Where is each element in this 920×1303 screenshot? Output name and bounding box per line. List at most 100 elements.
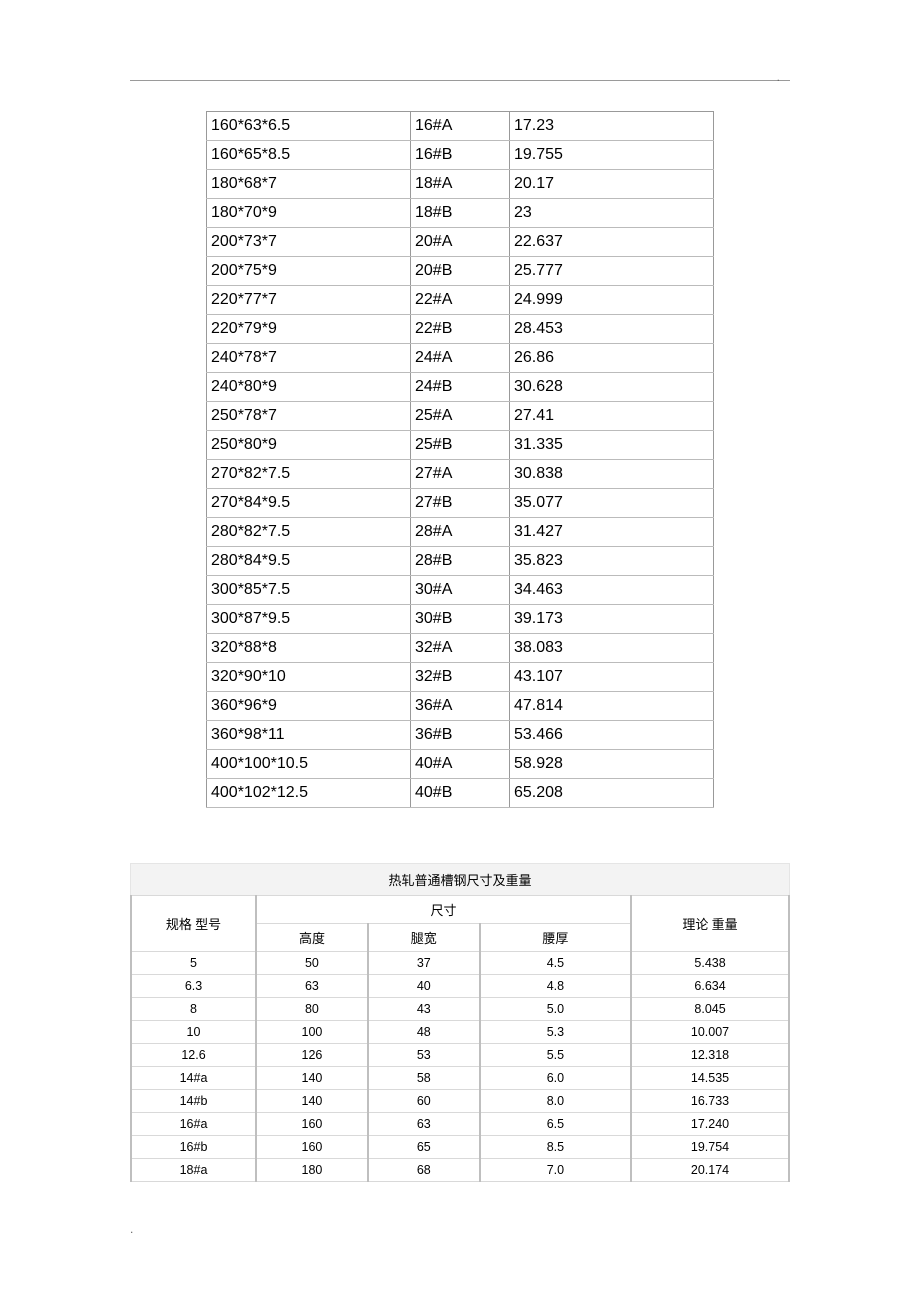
table-cell: 17.23 (510, 112, 714, 141)
table-cell: 320*90*10 (207, 663, 411, 692)
table-row: 550374.55.438 (131, 952, 789, 975)
table-cell: 400*102*12.5 (207, 779, 411, 808)
table-cell: 5.0 (480, 998, 631, 1021)
table2-body: 550374.55.4386.363404.86.634880435.08.04… (131, 952, 789, 1182)
table-row: 200*73*720#A22.637 (207, 228, 714, 257)
table-row: 270*82*7.527#A30.838 (207, 460, 714, 489)
table-cell: 100 (256, 1021, 368, 1044)
table-cell: 30.628 (510, 373, 714, 402)
table-cell: 23 (510, 199, 714, 228)
table-row: 10100485.310.007 (131, 1021, 789, 1044)
table-cell: 180*68*7 (207, 170, 411, 199)
table-cell: 16#B (411, 141, 510, 170)
table-cell: 31.335 (510, 431, 714, 460)
table-cell: 26.86 (510, 344, 714, 373)
table-cell: 160*65*8.5 (207, 141, 411, 170)
channel-table-detailed-wrap: 热轧普通槽钢尺寸及重量 规格 型号 尺寸 理论 重量 高度 腿宽 腰厚 5503… (130, 863, 790, 1182)
table-cell: 43.107 (510, 663, 714, 692)
table-cell: 160*63*6.5 (207, 112, 411, 141)
table-cell: 400*100*10.5 (207, 750, 411, 779)
table-cell: 40#A (411, 750, 510, 779)
table-row: 400*102*12.540#B65.208 (207, 779, 714, 808)
table-cell: 40 (368, 975, 480, 998)
table-row: 270*84*9.527#B35.077 (207, 489, 714, 518)
channel-table-detailed: 规格 型号 尺寸 理论 重量 高度 腿宽 腰厚 550374.55.4386.3… (130, 895, 790, 1182)
table-cell: 39.173 (510, 605, 714, 634)
table-cell: 6.0 (480, 1067, 631, 1090)
table-cell: 8.5 (480, 1136, 631, 1159)
table-row: 160*65*8.516#B19.755 (207, 141, 714, 170)
table-cell: 19.754 (631, 1136, 789, 1159)
table-cell: 8 (131, 998, 256, 1021)
table-cell: 27.41 (510, 402, 714, 431)
table1-body: 160*63*6.516#A17.23160*65*8.516#B19.7551… (207, 112, 714, 808)
table-cell: 34.463 (510, 576, 714, 605)
col-waist-thickness: 腰厚 (480, 924, 631, 952)
table-cell: 22#B (411, 315, 510, 344)
table-cell: 300*87*9.5 (207, 605, 411, 634)
table-cell: 10.007 (631, 1021, 789, 1044)
table-cell: 63 (368, 1113, 480, 1136)
col-dimensions: 尺寸 (256, 896, 631, 924)
table-cell: 43 (368, 998, 480, 1021)
table-cell: 180 (256, 1159, 368, 1182)
table-cell: 8.045 (631, 998, 789, 1021)
table-cell: 35.077 (510, 489, 714, 518)
table-row: 14#b140608.016.733 (131, 1090, 789, 1113)
table-cell: 140 (256, 1067, 368, 1090)
table-cell: 220*79*9 (207, 315, 411, 344)
table-cell: 19.755 (510, 141, 714, 170)
table-cell: 18#B (411, 199, 510, 228)
table-cell: 22.637 (510, 228, 714, 257)
table-cell: 35.823 (510, 547, 714, 576)
table-cell: 280*82*7.5 (207, 518, 411, 547)
table-cell: 12.6 (131, 1044, 256, 1067)
table-row: 240*80*924#B30.628 (207, 373, 714, 402)
table-cell: 24#A (411, 344, 510, 373)
table-row: 400*100*10.540#A58.928 (207, 750, 714, 779)
table-row: 240*78*724#A26.86 (207, 344, 714, 373)
table-cell: 37 (368, 952, 480, 975)
table-cell: 68 (368, 1159, 480, 1182)
table-cell: 65.208 (510, 779, 714, 808)
table-cell: 25#B (411, 431, 510, 460)
header-rule (130, 80, 790, 81)
col-height: 高度 (256, 924, 368, 952)
table-cell: 14#a (131, 1067, 256, 1090)
table-cell: 6.3 (131, 975, 256, 998)
table-row: 220*77*722#A24.999 (207, 286, 714, 315)
table-cell: 5 (131, 952, 256, 975)
table-cell: 200*73*7 (207, 228, 411, 257)
table-cell: 20#A (411, 228, 510, 257)
table-cell: 280*84*9.5 (207, 547, 411, 576)
table-row: 180*70*918#B23 (207, 199, 714, 228)
table-cell: 10 (131, 1021, 256, 1044)
table-cell: 200*75*9 (207, 257, 411, 286)
table-cell: 240*78*7 (207, 344, 411, 373)
table-cell: 240*80*9 (207, 373, 411, 402)
table-cell: 30#B (411, 605, 510, 634)
table-row: 320*90*1032#B43.107 (207, 663, 714, 692)
table-cell: 20.174 (631, 1159, 789, 1182)
table-cell: 20#B (411, 257, 510, 286)
table-cell: 126 (256, 1044, 368, 1067)
col-spec: 规格 型号 (131, 896, 256, 952)
table-cell: 38.083 (510, 634, 714, 663)
table-cell: 25.777 (510, 257, 714, 286)
table-cell: 5.5 (480, 1044, 631, 1067)
table-cell: 27#B (411, 489, 510, 518)
table-cell: 32#A (411, 634, 510, 663)
table2-title: 热轧普通槽钢尺寸及重量 (130, 863, 790, 895)
table-row: 14#a140586.014.535 (131, 1067, 789, 1090)
table-cell: 32#B (411, 663, 510, 692)
table-cell: 28#B (411, 547, 510, 576)
bottom-corner-mark: . (130, 1222, 920, 1236)
table-cell: 6.634 (631, 975, 789, 998)
table-cell: 160 (256, 1113, 368, 1136)
table-row: 220*79*922#B28.453 (207, 315, 714, 344)
table-row: 16#a160636.517.240 (131, 1113, 789, 1136)
table-cell: 8.0 (480, 1090, 631, 1113)
table-cell: 65 (368, 1136, 480, 1159)
table-cell: 160 (256, 1136, 368, 1159)
table-cell: 5.438 (631, 952, 789, 975)
